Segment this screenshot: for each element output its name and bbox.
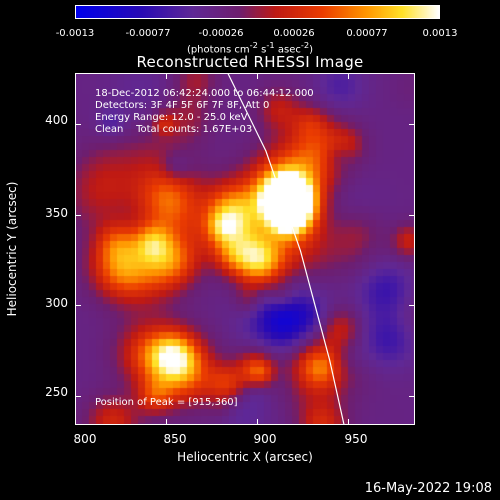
y-tick-mark (409, 305, 415, 307)
y-tick-mark (409, 214, 415, 216)
y-tick-label: 300 (45, 296, 68, 310)
x-tick-label: 850 (163, 432, 187, 446)
x-tick-mark (165, 73, 167, 79)
solar-limb-curve (227, 73, 345, 425)
y-tick-label: 250 (45, 385, 68, 399)
annotation-detectors: Detectors: 3F 4F 5F 6F 7F 8F, Att 0 (95, 100, 270, 111)
y-tick-mark (75, 395, 81, 397)
timestamp: 16-May-2022 19:08 (364, 481, 492, 496)
x-tick-mark (256, 419, 258, 425)
y-tick-label: 400 (45, 113, 68, 127)
annotation-peak: Position of Peak = [915,360] (95, 397, 238, 408)
colorbar (75, 5, 440, 19)
colorbar-units: (photons cm-2 s-1 asec-2) (186, 40, 314, 56)
x-tick-mark (347, 419, 349, 425)
y-tick-mark (409, 395, 415, 397)
chart-title: Reconstructed RHESSI Image (136, 53, 364, 71)
x-tick-label: 800 (73, 432, 97, 446)
y-tick-mark (409, 123, 415, 125)
heatmap-image (75, 73, 415, 425)
y-tick-mark (75, 305, 81, 307)
x-tick-mark (256, 73, 258, 79)
colorbar-tick: -0.0013 (55, 28, 95, 39)
x-tick-mark (165, 419, 167, 425)
annotation-energy: Energy Range: 12.0 - 25.0 keV (95, 112, 248, 123)
x-axis-label: Heliocentric X (arcsec) (177, 450, 313, 464)
y-tick-mark (75, 214, 81, 216)
y-axis-label: Heliocentric Y (arcsec) (5, 181, 19, 317)
solar-limb-line (227, 73, 345, 425)
y-tick-mark (75, 123, 81, 125)
x-tick-label: 950 (344, 432, 368, 446)
x-tick-label: 900 (253, 432, 277, 446)
colorbar-tick: 0.00077 (346, 28, 388, 39)
x-tick-mark (75, 419, 76, 425)
colorbar-tick: -0.00026 (198, 28, 244, 39)
colorbar-tick: 0.0013 (422, 28, 458, 39)
colorbar-tick: -0.00077 (125, 28, 171, 39)
annotation-clean: Clean Total counts: 1.67E+03 (95, 124, 253, 135)
x-tick-mark (347, 73, 349, 79)
colorbar-tick: 0.00026 (273, 28, 315, 39)
y-tick-label: 350 (45, 206, 68, 220)
annotation-time-range: 18-Dec-2012 06:42:24.000 to 06:44:12.000 (95, 88, 314, 99)
x-tick-mark (75, 73, 76, 79)
